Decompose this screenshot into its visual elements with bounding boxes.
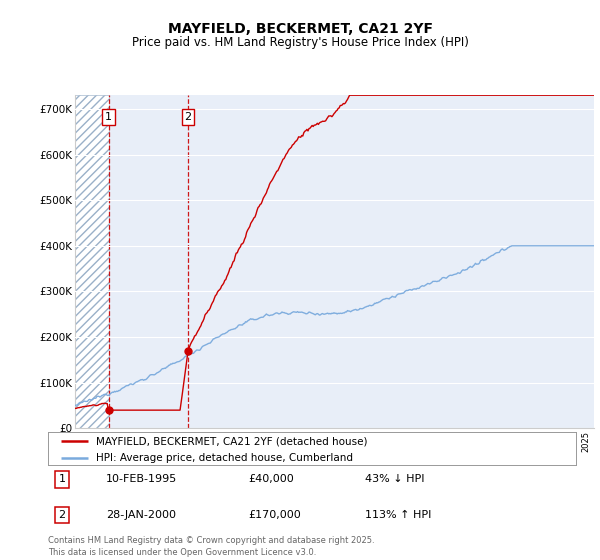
- Text: MAYFIELD, BECKERMET, CA21 2YF (detached house): MAYFIELD, BECKERMET, CA21 2YF (detached …: [95, 436, 367, 446]
- Text: Contains HM Land Registry data © Crown copyright and database right 2025.
This d: Contains HM Land Registry data © Crown c…: [48, 536, 374, 557]
- Text: HPI: Average price, detached house, Cumberland: HPI: Average price, detached house, Cumb…: [95, 452, 353, 463]
- Text: 43% ↓ HPI: 43% ↓ HPI: [365, 474, 424, 484]
- Text: £170,000: £170,000: [248, 510, 301, 520]
- Text: Price paid vs. HM Land Registry's House Price Index (HPI): Price paid vs. HM Land Registry's House …: [131, 36, 469, 49]
- Text: £40,000: £40,000: [248, 474, 295, 484]
- Text: 1: 1: [59, 474, 65, 484]
- Text: MAYFIELD, BECKERMET, CA21 2YF: MAYFIELD, BECKERMET, CA21 2YF: [167, 22, 433, 36]
- Text: 2: 2: [59, 510, 65, 520]
- Text: 10-FEB-1995: 10-FEB-1995: [106, 474, 178, 484]
- Bar: [75, 95, 109, 428]
- Text: 28-JAN-2000: 28-JAN-2000: [106, 510, 176, 520]
- Text: 1: 1: [105, 112, 112, 122]
- Text: 2: 2: [184, 112, 191, 122]
- Text: 113% ↑ HPI: 113% ↑ HPI: [365, 510, 431, 520]
